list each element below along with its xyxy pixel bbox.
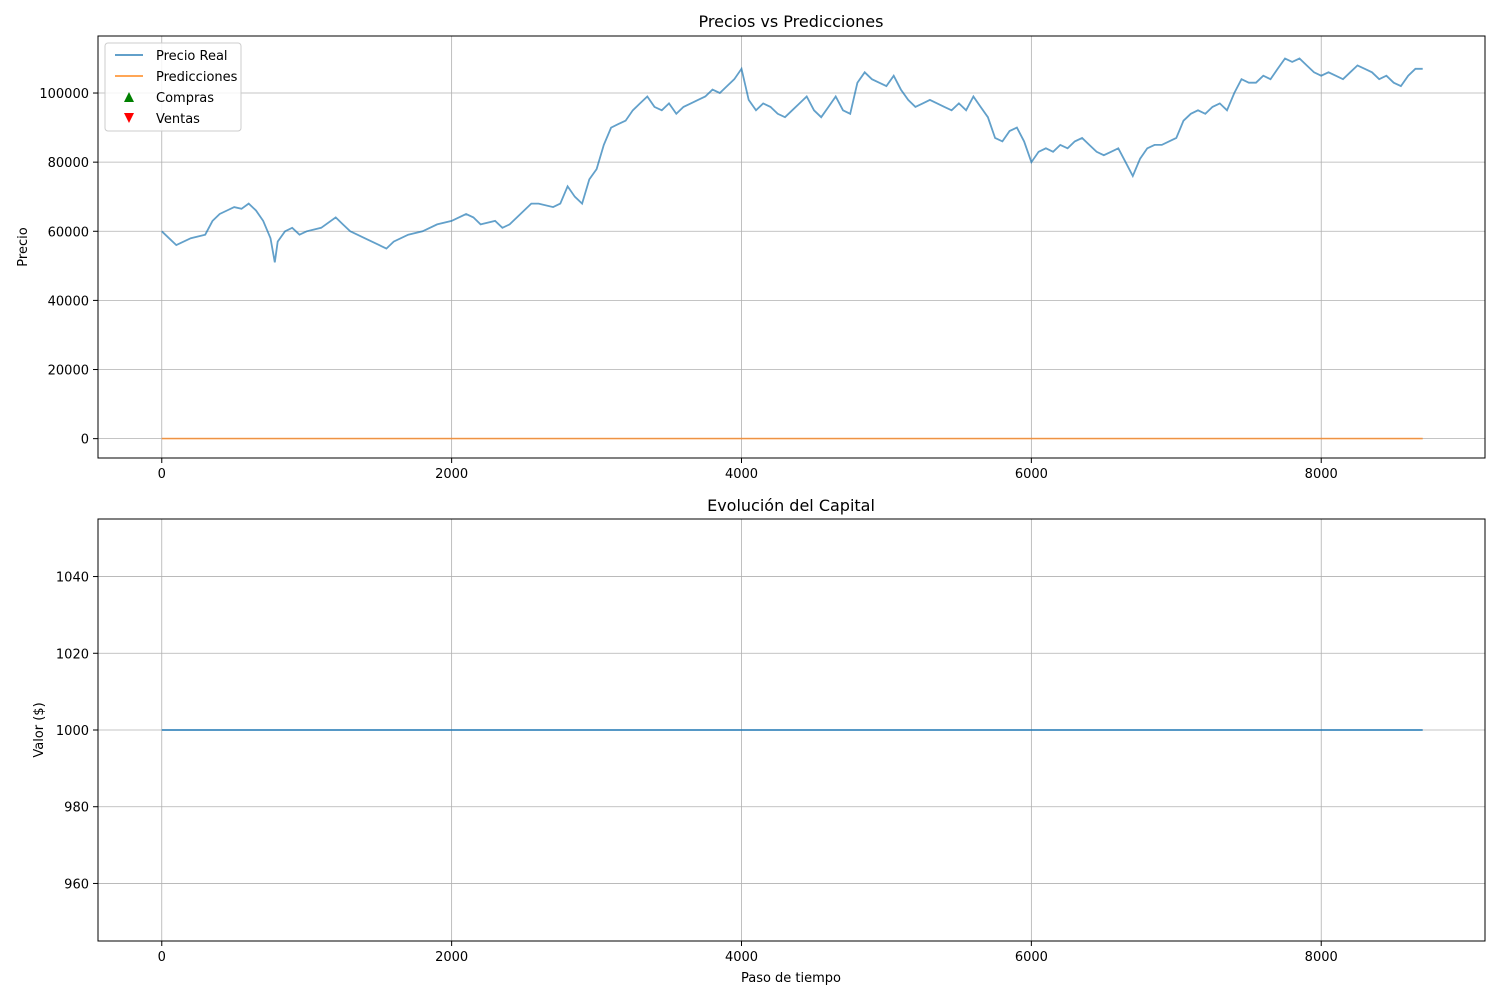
x-tick-label: 2000 [435, 950, 468, 965]
x-tick-label: 4000 [725, 467, 758, 482]
y-tick-label: 1040 [56, 571, 89, 586]
legend: Precio Real Predicciones Compras Ventas [104, 42, 242, 132]
legend-box [104, 42, 242, 132]
x-tick-label: 0 [158, 950, 166, 965]
x-tick-label: 6000 [1015, 467, 1048, 482]
ticks: 0 2000 4000 6000 800002000040000600008000010… [39, 87, 1337, 482]
chart-title: Evolución del Capital [707, 496, 875, 515]
y-tick-label: 1000 [56, 724, 89, 739]
x-tick-label: 8000 [1305, 950, 1338, 965]
series-group [161, 57, 1423, 440]
x-tick-label: 0 [158, 467, 166, 482]
legend-label: Compras [156, 91, 214, 106]
y-tick-label: 20000 [48, 364, 89, 379]
price-chart: Precios vs Predicciones 0 2000 4000 6000 800… [16, 12, 1486, 482]
chart-title: Precios vs Predicciones [699, 12, 884, 31]
y-axis-label: Precio [16, 227, 31, 266]
legend-swatch [124, 92, 134, 102]
y-tick-label: 40000 [48, 294, 89, 309]
x-tick-label: 4000 [725, 950, 758, 965]
x-tick-label: 8000 [1305, 467, 1338, 482]
capital-chart: Evolución del Capital 0 2000 4000 6000 8000 9… [32, 496, 1486, 986]
y-tick-label: 80000 [48, 156, 89, 171]
legend-label: Precio Real [156, 49, 228, 64]
grid [98, 36, 1485, 458]
y-tick-label: 980 [64, 801, 89, 816]
plot-frame [97, 35, 1486, 459]
x-axis-label: Paso de tiempo [741, 971, 841, 986]
y-axis-label: Valor ($) [32, 702, 47, 757]
y-tick-label: 100000 [39, 87, 89, 102]
legend-label: Predicciones [156, 70, 238, 85]
x-tick-label: 2000 [435, 467, 468, 482]
x-tick-label: 6000 [1015, 950, 1048, 965]
y-tick-label: 60000 [48, 225, 89, 240]
y-tick-label: 960 [64, 877, 89, 892]
y-tick-label: 0 [81, 433, 89, 448]
ticks: 0 2000 4000 6000 8000 960 980 1000 1020 1040 [56, 571, 1338, 965]
series-line-0 [161, 57, 1423, 263]
legend-swatch [124, 113, 134, 123]
y-tick-label: 1020 [56, 647, 89, 662]
legend-label: Ventas [156, 112, 200, 127]
